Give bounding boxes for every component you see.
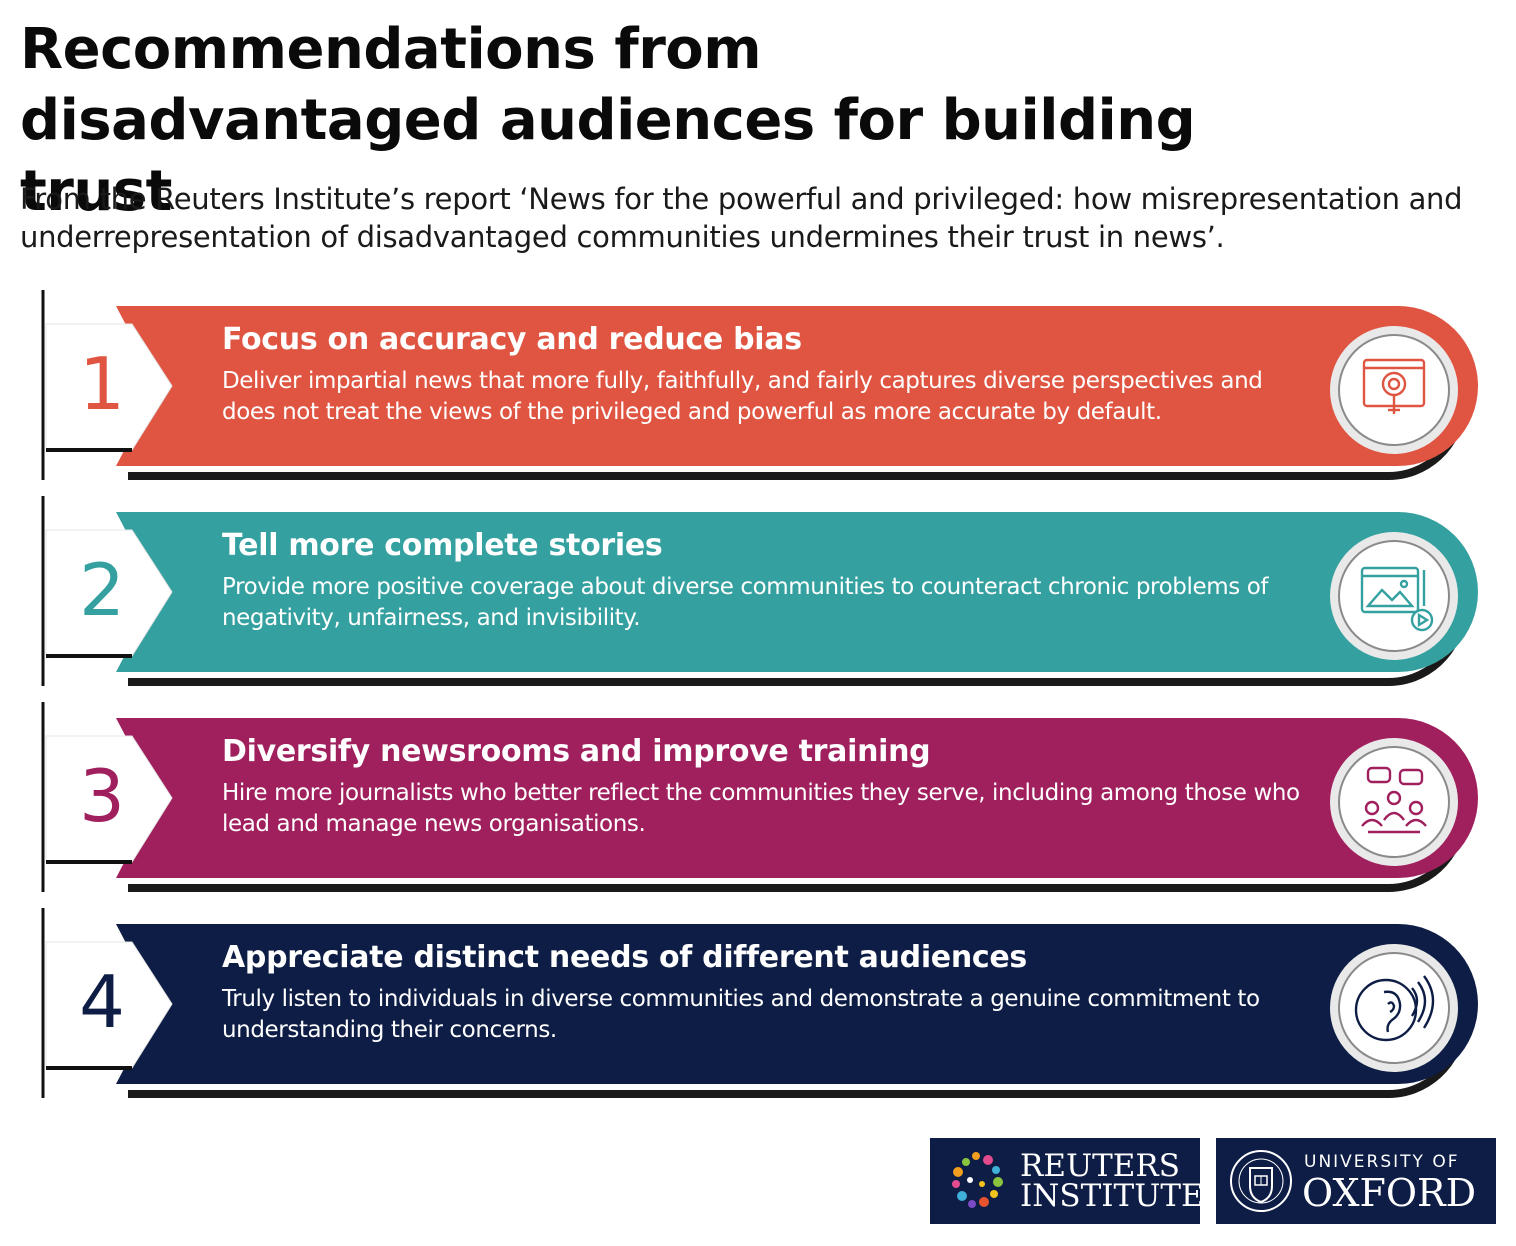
recommendation-number: 4 bbox=[70, 952, 134, 1052]
team-meeting-icon bbox=[1328, 736, 1460, 868]
recommendation-number: 3 bbox=[70, 746, 134, 846]
recommendation-text: Truly listen to individuals in diverse c… bbox=[222, 984, 1312, 1046]
reuters-institute-logo: REUTERS INSTITUTE bbox=[930, 1138, 1200, 1224]
recommendation-number: 2 bbox=[70, 540, 134, 640]
infographic-subtitle: From the Reuters Institute’s report ‘New… bbox=[20, 180, 1500, 256]
recommendation-2: 2 Tell more complete stories Provide mor… bbox=[38, 496, 1498, 686]
reuters-logo-line2: INSTITUTE bbox=[1020, 1180, 1204, 1212]
oxford-logo-line2: OXFORD bbox=[1302, 1172, 1476, 1214]
media-content-icon bbox=[1328, 530, 1460, 662]
recommendation-number: 1 bbox=[70, 334, 134, 434]
listening-ear-icon bbox=[1328, 942, 1460, 1074]
oxford-logo-line1: UNIVERSITY OF bbox=[1304, 1152, 1460, 1172]
recommendation-text: Provide more positive coverage about div… bbox=[222, 572, 1312, 634]
recommendation-heading: Appreciate distinct needs of different a… bbox=[222, 938, 1302, 978]
oxford-crest-icon bbox=[1226, 1138, 1296, 1224]
recommendation-heading: Focus on accuracy and reduce bias bbox=[222, 320, 1302, 360]
reuters-dots-icon bbox=[942, 1138, 1012, 1224]
recommendation-heading: Diversify newsrooms and improve training bbox=[222, 732, 1302, 772]
recommendation-text: Hire more journalists who better reflect… bbox=[222, 778, 1312, 840]
recommendation-4: 4 Appreciate distinct needs of different… bbox=[38, 908, 1498, 1098]
magnifier-screen-icon bbox=[1328, 324, 1460, 456]
recommendation-text: Deliver impartial news that more fully, … bbox=[222, 366, 1312, 428]
university-of-oxford-logo: UNIVERSITY OF OXFORD bbox=[1216, 1138, 1496, 1224]
recommendation-3: 3 Diversify newsrooms and improve traini… bbox=[38, 702, 1498, 892]
recommendation-heading: Tell more complete stories bbox=[222, 526, 1302, 566]
recommendation-1: 1 Focus on accuracy and reduce bias Deli… bbox=[38, 290, 1498, 480]
